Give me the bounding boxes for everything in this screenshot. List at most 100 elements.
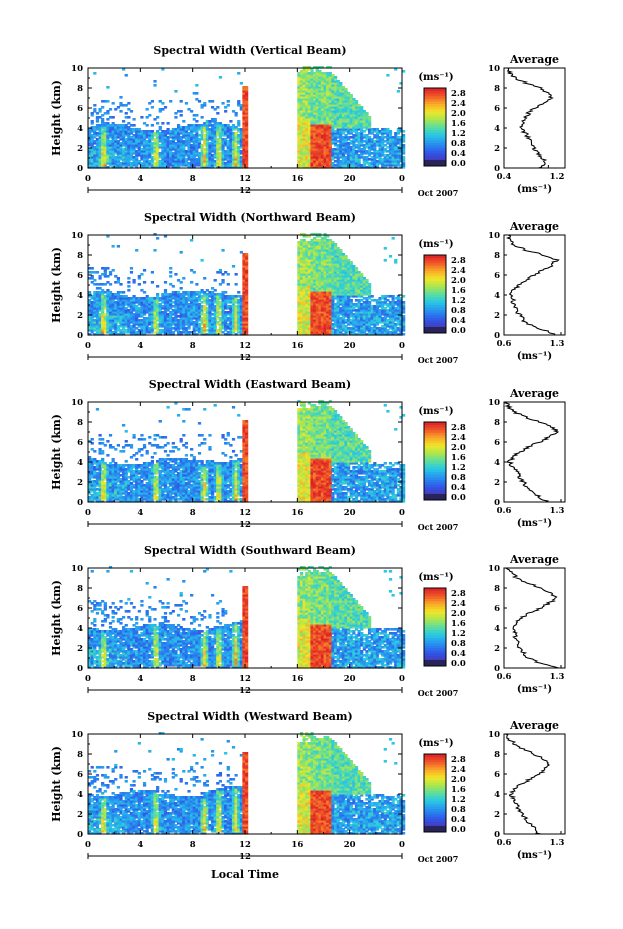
heatmap-cell: [331, 273, 335, 276]
heatmap-cell: [307, 245, 312, 248]
heatmap-cell: [297, 283, 301, 286]
heatmap-cell: [95, 327, 100, 330]
heatmap-cell: [336, 156, 340, 159]
heatmap-cell: [302, 156, 306, 159]
heatmap-cell: [388, 156, 393, 159]
heatmap-cell: [344, 160, 348, 163]
heatmap-cell: [218, 156, 223, 159]
heatmap-cell: [161, 132, 165, 135]
heatmap-cell: [163, 162, 168, 165]
heatmap-cell: [310, 245, 314, 248]
heatmap-cell: [315, 118, 319, 121]
heatmap-cell: [323, 162, 327, 165]
heatmap-cell: [195, 130, 199, 133]
heatmap-cell: [231, 295, 236, 298]
heatmap-cell: [299, 72, 304, 75]
heatmap-cell: [331, 126, 335, 129]
heatmap-cell: [234, 321, 238, 324]
heatmap-cell: [182, 132, 186, 135]
heatmap-cell: [310, 86, 314, 89]
heatmap-cell: [245, 255, 249, 258]
heatmap-cell: [98, 134, 102, 137]
heatmap-cell: [221, 162, 225, 165]
heatmap-cell: [315, 160, 319, 163]
heatmap-cell: [313, 108, 317, 111]
heatmap-cell: [326, 251, 330, 254]
heatmap-cell: [231, 134, 236, 137]
heatmap-cell: [323, 150, 327, 153]
heatmap-cell: [208, 166, 212, 169]
heatmap-cell: [127, 128, 131, 131]
heatmap-cell: [179, 333, 183, 336]
heatmap-cell: [135, 249, 139, 252]
heatmap-cell: [336, 144, 340, 147]
heatmap-cell: [299, 249, 304, 252]
heatmap-cell: [127, 102, 131, 105]
heatmap-cell: [349, 130, 353, 133]
heatmap-cell: [328, 90, 332, 93]
heatmap-cell: [344, 98, 348, 101]
heatmap-cell: [237, 152, 241, 155]
heatmap-cell: [310, 90, 314, 93]
heatmap-cell: [336, 261, 340, 264]
heatmap-cell: [307, 120, 312, 123]
heatmap-cell: [402, 166, 406, 169]
heatmap-cell: [158, 331, 162, 334]
heatmap-cell: [200, 327, 204, 330]
heatmap-cell: [226, 132, 230, 135]
heatmap-cell: [245, 291, 249, 294]
heatmap-cell: [349, 162, 353, 165]
heatmap-cell: [242, 279, 246, 282]
heatmap-cell: [90, 134, 94, 137]
heatmap-cell: [315, 261, 319, 264]
heatmap-cell: [354, 134, 359, 137]
heatmap-cell: [218, 154, 223, 157]
heatmap-cell: [122, 309, 126, 312]
heatmap-cell: [399, 158, 403, 161]
heatmap-cell: [169, 295, 173, 298]
heatmap-cell: [205, 309, 209, 312]
heatmap-cell: [237, 295, 241, 298]
heatmap-cell: [203, 293, 207, 296]
heatmap-cell: [111, 162, 115, 165]
heatmap-cell: [135, 140, 139, 143]
heatmap-cell: [347, 114, 351, 117]
heatmap-cell: [111, 333, 115, 336]
heatmap-cell: [320, 309, 325, 312]
heatmap-cell: [169, 130, 173, 133]
heatmap-cell: [245, 287, 249, 290]
heatmap-cell: [106, 150, 110, 153]
heatmap-cell: [140, 130, 144, 133]
heatmap-cell: [310, 293, 314, 296]
heatmap-cell: [328, 162, 332, 165]
heatmap-cell: [297, 72, 301, 75]
heatmap-cell: [226, 150, 230, 153]
heatmap-cell: [124, 295, 128, 298]
heatmap-cell: [205, 122, 209, 125]
heatmap-cell: [190, 160, 194, 163]
heatmap-cell: [331, 110, 335, 113]
heatmap-cell: [122, 319, 126, 322]
heatmap-cell: [106, 110, 110, 113]
heatmap-cell: [299, 323, 304, 326]
heatmap-cell: [357, 116, 361, 119]
heatmap-cell: [354, 138, 359, 141]
heatmap-cell: [328, 297, 332, 300]
heatmap-cell: [354, 112, 359, 115]
heatmap-cell: [349, 148, 353, 151]
heatmap-cell: [169, 283, 173, 286]
heatmap-cell: [224, 150, 228, 153]
heatmap-cell: [315, 277, 319, 280]
heatmap-cell: [176, 126, 181, 129]
heatmap-cell: [111, 325, 115, 328]
heatmap-cell: [195, 329, 199, 332]
heatmap-cell: [307, 307, 312, 310]
heatmap-cell: [323, 311, 327, 314]
heatmap-cell: [357, 146, 361, 149]
heatmap-cell: [101, 150, 105, 153]
heatmap-cell: [320, 301, 325, 304]
heatmap-cell: [229, 136, 233, 139]
heatmap-cell: [156, 317, 160, 320]
heatmap-cell: [132, 309, 136, 312]
heatmap-cell: [373, 154, 377, 157]
